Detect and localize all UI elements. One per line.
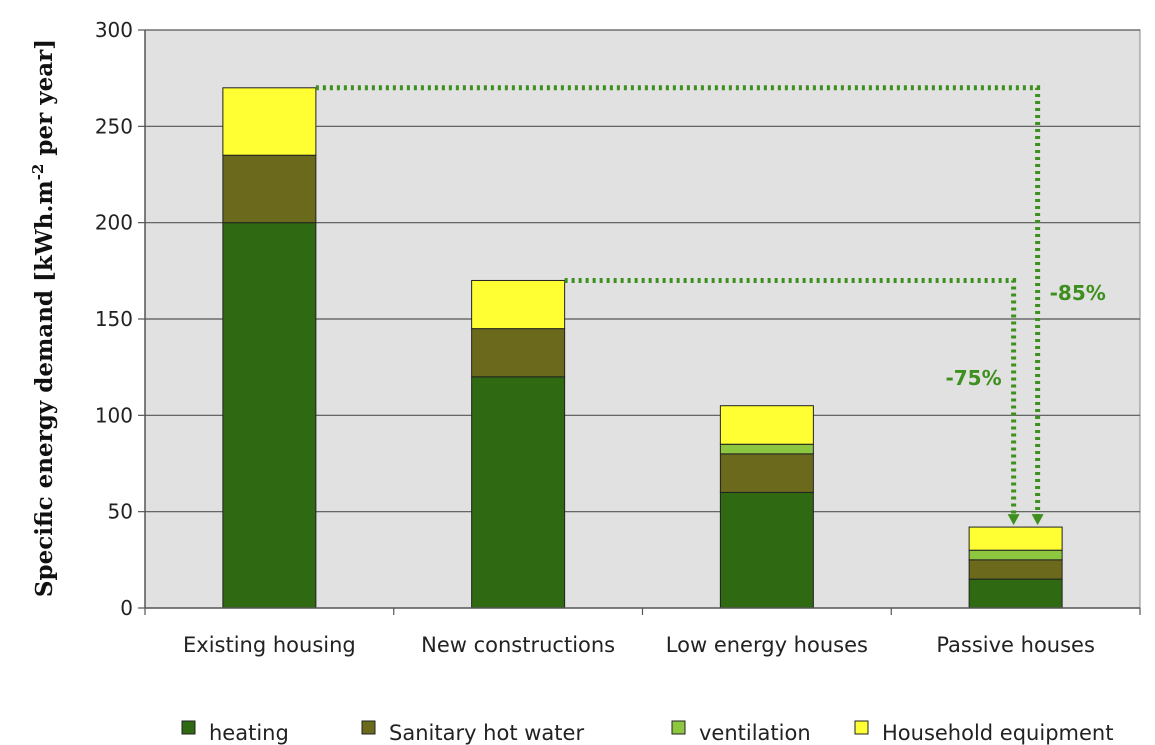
legend: heating Sanitary hot water ventilation Hous… xyxy=(181,720,1113,745)
y-tick-label: 50 xyxy=(108,500,133,524)
reduction-label: -85% xyxy=(1050,281,1106,305)
legend-label: Sanitary hot water xyxy=(389,721,584,745)
y-tick-label: 300 xyxy=(95,18,133,42)
legend-label: ventilation xyxy=(699,721,811,745)
reduction-arrow-head xyxy=(1031,514,1044,526)
reduction-arrow-head xyxy=(1007,514,1020,526)
bar-segment-heating xyxy=(222,222,317,609)
reduction-label: -75% xyxy=(945,366,1001,390)
reduction-arrow-line xyxy=(564,277,1017,517)
legend-label: heating xyxy=(209,721,289,745)
bar-segment-heating xyxy=(471,376,566,609)
bar-segment-ventilation xyxy=(968,549,1063,561)
bar-segment-household-equipment xyxy=(222,87,317,156)
bars-layer xyxy=(222,87,1063,609)
bar-segment-sanitary-hot-water xyxy=(222,154,317,224)
y-tick-label: 150 xyxy=(95,307,133,331)
y-tick-label: 250 xyxy=(95,114,133,138)
annotations: -85% -75% xyxy=(315,85,1106,526)
bar-segment-household-equipment xyxy=(968,526,1063,551)
bar-segment-heating xyxy=(719,491,814,609)
bar-segment-ventilation xyxy=(719,443,814,455)
x-tick-label: Existing housing xyxy=(183,633,356,657)
bar-segment-sanitary-hot-water xyxy=(968,559,1063,580)
bar-segment-household-equipment xyxy=(719,405,814,445)
y-tick-label: 200 xyxy=(95,211,133,235)
axes: 0 50 100 150 200 250 300 Existing housing New co… xyxy=(95,18,1141,657)
bar-segment-household-equipment xyxy=(471,279,566,330)
bar-segment-sanitary-hot-water xyxy=(471,328,566,378)
legend-swatch xyxy=(361,720,376,735)
y-axis-label: Specific energy demand [kWh.m-2 per year… xyxy=(29,39,58,597)
legend-label: Household equipment xyxy=(882,721,1113,745)
x-tick-label: New constructions xyxy=(421,633,615,657)
bar-segment-sanitary-hot-water xyxy=(719,453,814,493)
y-tick-label: 100 xyxy=(95,403,133,427)
legend-swatch xyxy=(671,720,686,735)
x-tick-label: Passive houses xyxy=(936,633,1095,657)
legend-swatch xyxy=(181,720,196,735)
x-tick-label: Low energy houses xyxy=(666,633,868,657)
bar-segment-heating xyxy=(968,578,1063,609)
legend-swatch xyxy=(854,720,869,735)
y-tick-label: 0 xyxy=(120,596,133,620)
reduction-arrow-line xyxy=(315,85,1041,517)
